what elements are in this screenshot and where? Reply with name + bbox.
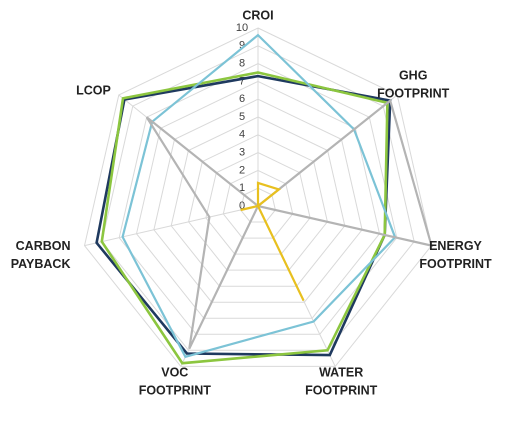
tick-label: 7	[239, 75, 245, 87]
axis-label: LCOP	[76, 83, 111, 97]
series-polygon-5	[240, 181, 305, 302]
axis-label: FOOTPRINT	[419, 257, 492, 271]
grid-ring	[118, 63, 398, 335]
tick-label: 2	[239, 164, 245, 176]
grid-ring	[222, 169, 294, 239]
tick-label: 8	[239, 58, 245, 70]
grid-ring	[240, 187, 276, 223]
axis-label: FOOTPRINT	[377, 86, 450, 100]
axis-label: PAYBACK	[11, 257, 71, 271]
radar-tick-labels: 0 1 2 3 4 5 6 7 8 9 10	[236, 22, 248, 212]
axis-label: FOOTPRINT	[305, 384, 378, 398]
axis-label: FOOTPRINT	[139, 384, 212, 398]
axis-label: ENERGY	[429, 239, 482, 253]
tick-label: 9	[239, 40, 245, 52]
tick-label: 3	[239, 147, 245, 159]
axis-label: WATER	[319, 366, 363, 380]
tick-label: 4	[239, 129, 245, 141]
tick-label: 5	[239, 111, 245, 123]
axis-label: VOC	[161, 366, 188, 380]
radar-axis-labels: CROI GHG FOOTPRINT ENERGY FOOTPRINT WATER FOOT…	[11, 8, 492, 397]
series-polygon-3	[121, 33, 397, 359]
tick-label: 1	[239, 182, 245, 194]
axis-label: CARBON	[16, 239, 71, 253]
radar-series	[95, 33, 434, 365]
axis-label: CROI	[242, 8, 273, 22]
tick-label: 10	[236, 22, 248, 34]
series-polygon-4	[145, 98, 434, 350]
axis-label: GHG	[399, 68, 427, 82]
grid-ring	[170, 116, 346, 287]
tick-label: 6	[239, 93, 245, 105]
grid-ring	[188, 134, 328, 271]
grid-ring	[205, 152, 311, 255]
grid-ring	[83, 27, 433, 367]
grid-spoke	[84, 205, 259, 247]
tick-label: 0	[239, 200, 245, 212]
series-polygon-2	[100, 71, 389, 365]
